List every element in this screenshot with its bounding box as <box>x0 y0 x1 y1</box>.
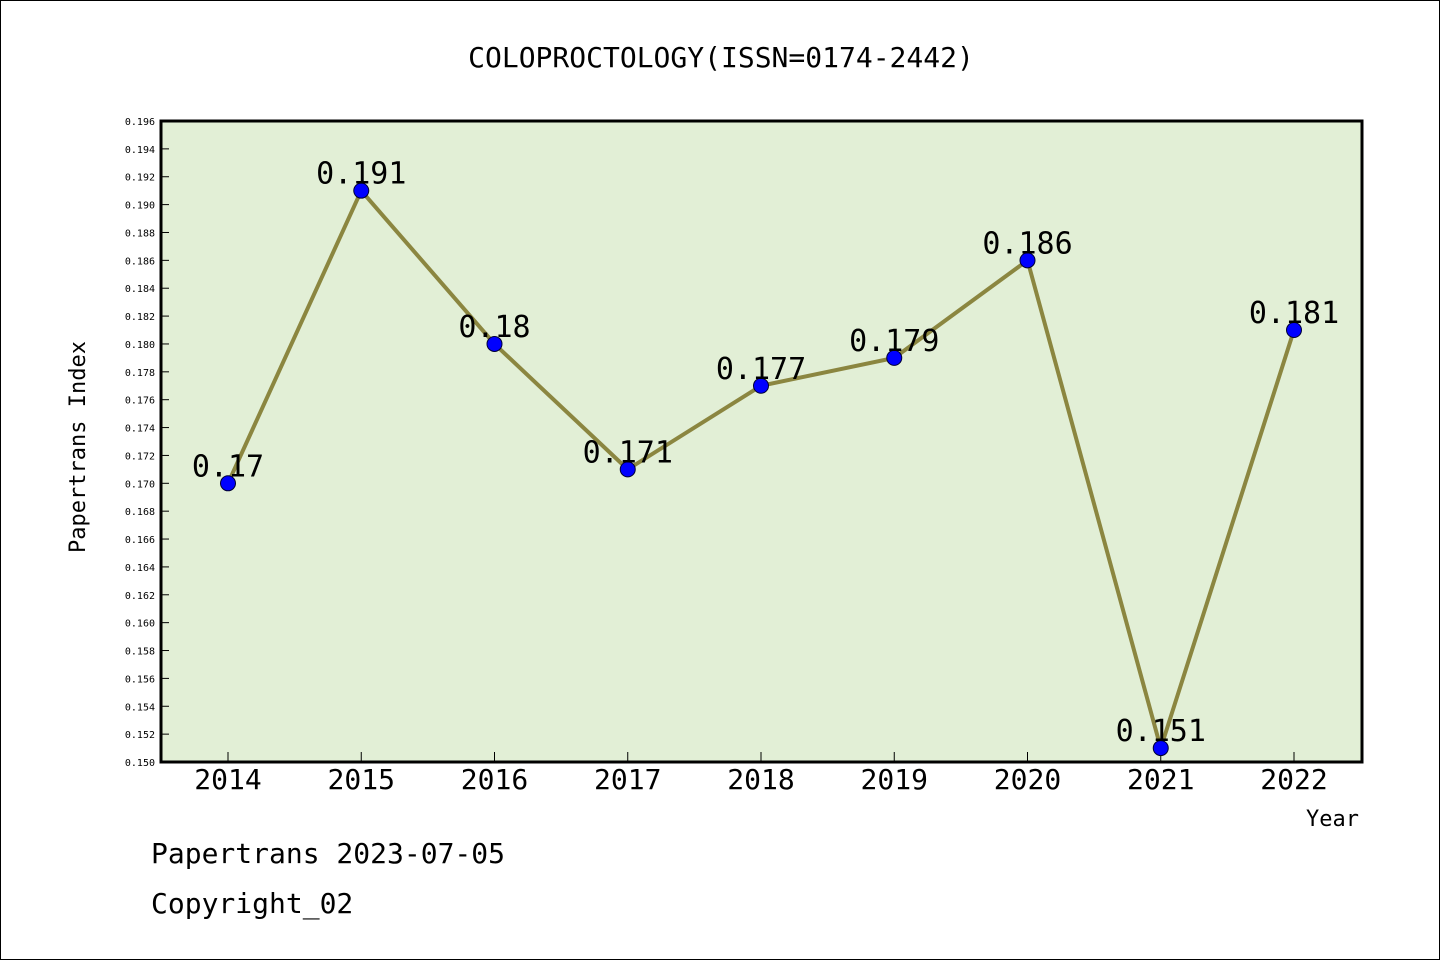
y-tick-label: 0.170 <box>125 479 155 490</box>
data-point <box>220 475 236 492</box>
data-label: 0.17 <box>192 449 264 484</box>
x-tick-label: 2019 <box>861 763 928 796</box>
x-axis: 2014 2015 2016 2017 2018 2019 2020 2021 2022 <box>194 752 1328 796</box>
y-tick-label: 0.172 <box>125 451 155 462</box>
data-point <box>486 335 503 352</box>
y-tick-label: 0.158 <box>125 647 155 658</box>
y-tick-label: 0.168 <box>125 507 155 518</box>
y-tick-label: 0.154 <box>125 702 155 713</box>
data-point <box>753 377 769 394</box>
data-label: 0.171 <box>583 435 673 470</box>
y-axis-label: Papertrans Index <box>66 341 91 553</box>
data-label: 0.181 <box>1249 296 1339 331</box>
data-point <box>619 461 636 478</box>
x-tick-label: 2014 <box>194 763 261 796</box>
y-tick-label: 0.160 <box>125 619 155 630</box>
y-tick-label: 0.188 <box>125 228 155 239</box>
y-tick-label: 0.152 <box>125 730 155 741</box>
y-tick-label: 0.162 <box>125 591 155 602</box>
y-tick-label: 0.182 <box>125 312 155 323</box>
y-tick-label: 0.196 <box>125 117 155 128</box>
y-tick-label: 0.166 <box>125 535 155 546</box>
x-tick-label: 2015 <box>328 763 395 796</box>
data-point <box>1152 740 1169 757</box>
series-layer: 0.17 0.191 0.18 0.171 0.177 0.179 0.186 0.151 0.… <box>192 157 1339 757</box>
plot-area <box>161 121 1362 762</box>
x-tick-label: 2021 <box>1127 763 1194 796</box>
data-label: 0.18 <box>458 310 530 345</box>
footer-stamp: Papertrans 2023-07-05 <box>151 837 506 870</box>
y-tick-label: 0.178 <box>125 368 155 379</box>
data-label: 0.151 <box>1116 714 1206 749</box>
data-point <box>1286 322 1302 339</box>
data-label: 0.186 <box>982 226 1072 261</box>
x-tick-label: 2017 <box>594 763 661 796</box>
y-tick-label: 0.150 <box>125 758 155 769</box>
y-tick-label: 0.192 <box>125 173 155 184</box>
y-tick-label: 0.176 <box>125 396 155 407</box>
x-tick-label: 2020 <box>994 763 1061 796</box>
x-tick-label: 2022 <box>1260 763 1327 796</box>
data-point <box>1019 252 1036 269</box>
y-tick-label: 0.194 <box>125 145 155 156</box>
y-tick-label: 0.180 <box>125 340 155 351</box>
x-tick-label: 2016 <box>461 763 528 796</box>
y-tick-label: 0.164 <box>125 563 155 574</box>
x-axis-label: Year <box>1306 807 1359 832</box>
y-tick-label: 0.190 <box>125 201 155 212</box>
x-tick-label: 2018 <box>727 763 794 796</box>
chart-title: COLOPROCTOLOGY(ISSN=0174-2442) <box>468 41 974 74</box>
y-tick-label: 0.186 <box>125 256 155 267</box>
plot-border <box>159 119 1364 764</box>
footer-copyright: Copyright_02 <box>151 887 354 920</box>
data-label: 0.177 <box>716 352 806 387</box>
y-tick-label: 0.184 <box>125 284 155 295</box>
y-tick-label: 0.174 <box>125 424 155 435</box>
data-point <box>353 182 370 199</box>
data-point <box>886 349 903 366</box>
data-label: 0.179 <box>849 324 939 359</box>
data-label: 0.191 <box>316 157 406 192</box>
y-tick-label: 0.156 <box>125 674 155 685</box>
